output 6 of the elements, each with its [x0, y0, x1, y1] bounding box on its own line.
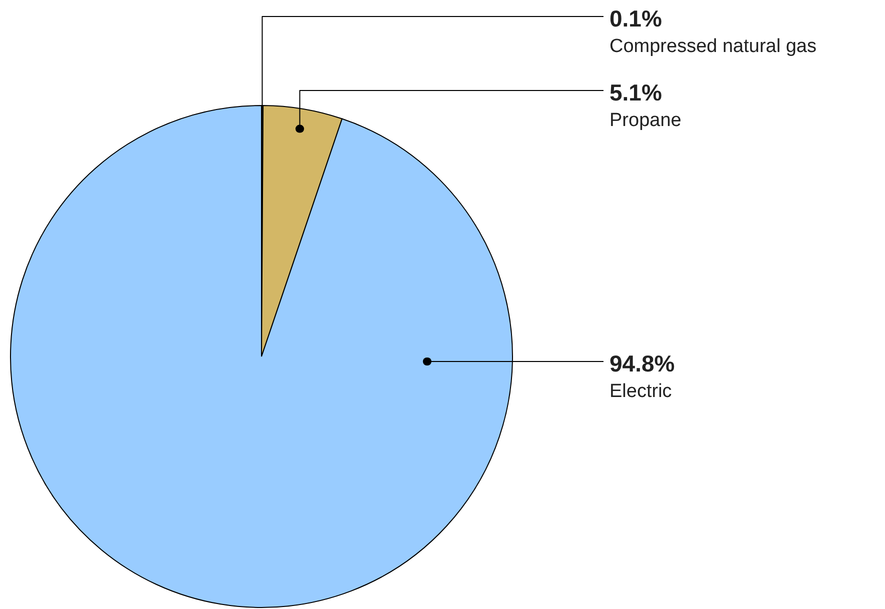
data-label: 5.1% — [610, 80, 662, 106]
data-label: 94.8% — [610, 350, 675, 376]
slice-label: Electric — [610, 381, 672, 402]
slice-label: Propane — [610, 110, 682, 131]
slice-label: Compressed natural gas — [610, 36, 816, 57]
data-label: 0.1% — [610, 6, 662, 32]
